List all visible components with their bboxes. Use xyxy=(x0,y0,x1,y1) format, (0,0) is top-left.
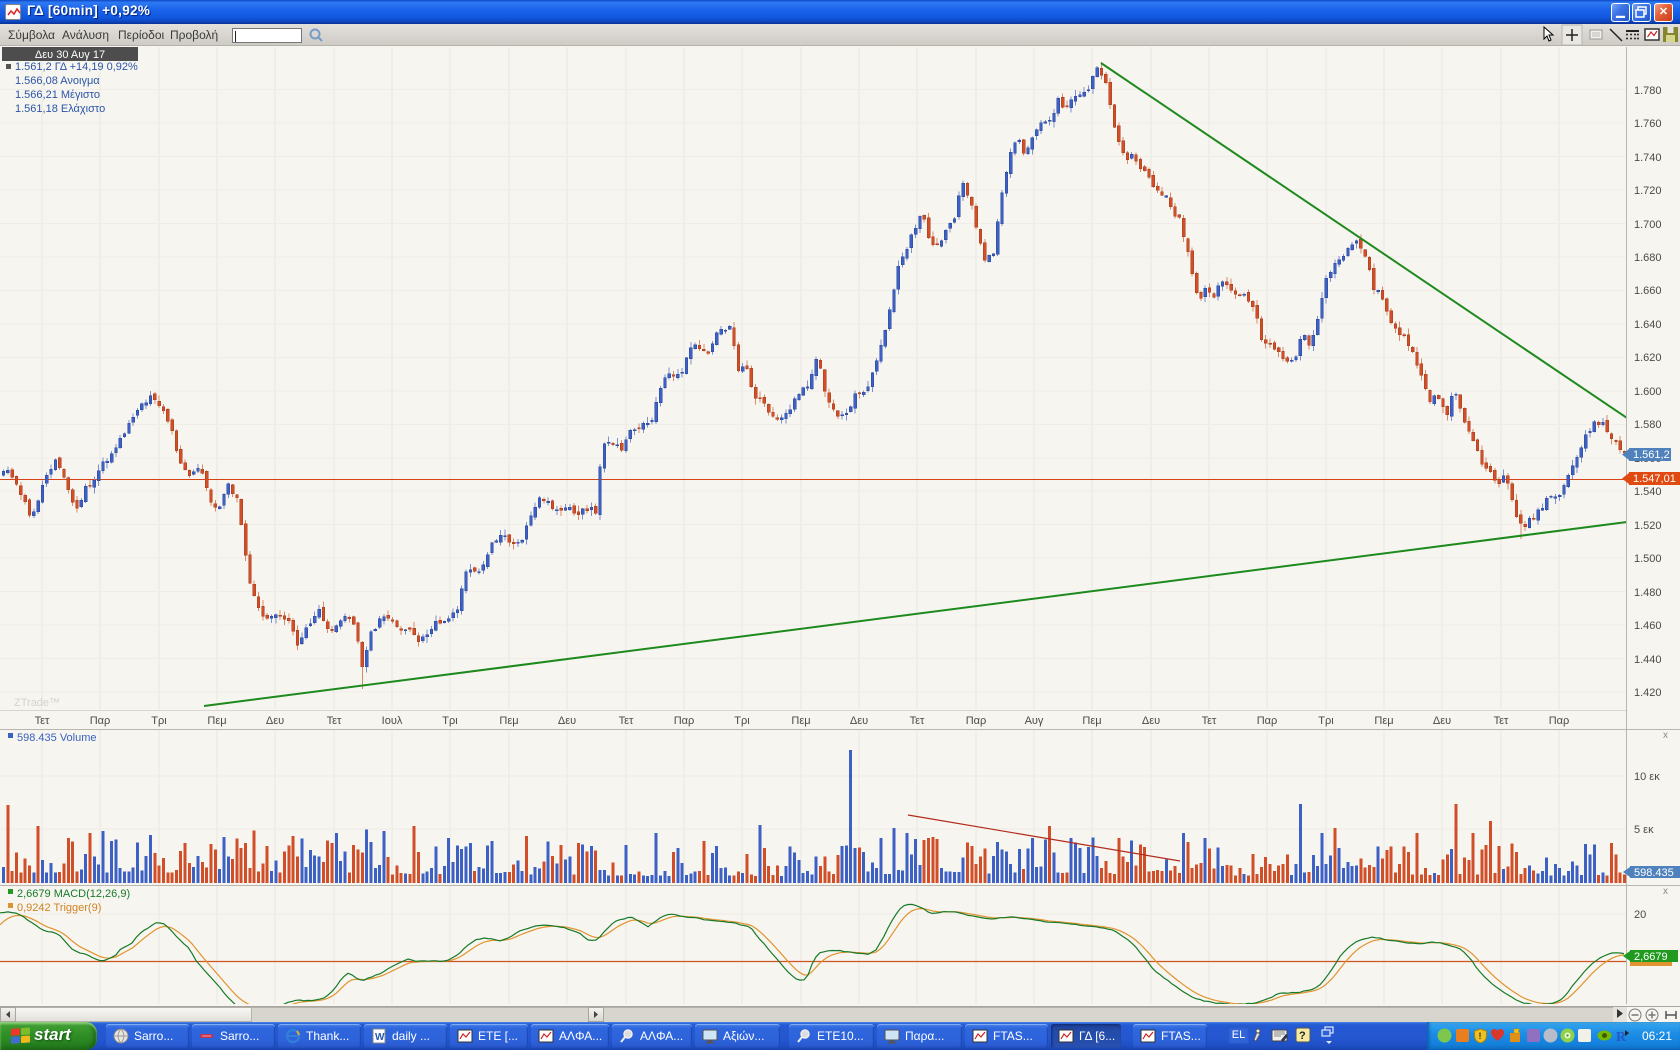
svg-text:Πεμ: Πεμ xyxy=(499,715,518,727)
svg-text:Δευ: Δευ xyxy=(1142,715,1160,727)
svg-text:1.740: 1.740 xyxy=(1634,152,1662,164)
svg-text:Πεμ: Πεμ xyxy=(207,715,226,727)
svg-text:1.547,01: 1.547,01 xyxy=(1633,473,1676,485)
svg-text:W: W xyxy=(375,1032,385,1043)
svg-text:Δευ: Δευ xyxy=(266,715,284,727)
svg-text:1.540: 1.540 xyxy=(1634,486,1662,498)
svg-text:Δευ: Δευ xyxy=(1433,715,1451,727)
svg-text:Τρι: Τρι xyxy=(151,715,167,727)
svg-text:Τετ: Τετ xyxy=(327,715,342,727)
svg-text:Παρ: Παρ xyxy=(90,715,111,727)
svg-text:Τετ: Τετ xyxy=(619,715,634,727)
svg-text:1.561,2: 1.561,2 xyxy=(1633,449,1670,461)
svg-text:ZTrade™: ZTrade™ xyxy=(14,697,60,709)
svg-text:x: x xyxy=(1663,886,1668,897)
svg-text:1.561,18 Ελάχιστο: 1.561,18 Ελάχιστο xyxy=(15,103,105,115)
svg-text:Δευ 30 Αυγ 17: Δευ 30 Αυγ 17 xyxy=(35,49,105,61)
svg-text:1.580: 1.580 xyxy=(1634,419,1662,431)
svg-text:1.660: 1.660 xyxy=(1634,285,1662,297)
svg-text:?: ? xyxy=(1299,1030,1306,1042)
svg-text:1.680: 1.680 xyxy=(1634,252,1662,264)
svg-text:Πεμ: Πεμ xyxy=(1082,715,1101,727)
svg-text:1.640: 1.640 xyxy=(1634,319,1662,331)
svg-text:598.435 Volume: 598.435 Volume xyxy=(17,732,97,744)
svg-text:Τετ: Τετ xyxy=(910,715,925,727)
svg-text:1.700: 1.700 xyxy=(1634,219,1662,231)
svg-text:1.500: 1.500 xyxy=(1634,553,1662,565)
svg-text:1.566,08 Ανοιγμα: 1.566,08 Ανοιγμα xyxy=(15,75,100,87)
svg-text:Δευ: Δευ xyxy=(850,715,868,727)
svg-text:Πεμ: Πεμ xyxy=(1374,715,1393,727)
svg-text:R: R xyxy=(1616,1030,1627,1043)
svg-text:1.420: 1.420 xyxy=(1634,687,1662,699)
svg-text:0,9242 Trigger(9): 0,9242 Trigger(9) xyxy=(17,902,101,914)
svg-text:1.760: 1.760 xyxy=(1634,118,1662,130)
svg-text:1.440: 1.440 xyxy=(1634,654,1662,666)
svg-text:1.566,21 Μέγιστο: 1.566,21 Μέγιστο xyxy=(15,89,100,101)
svg-text:x: x xyxy=(1663,730,1668,741)
svg-text:Δευ: Δευ xyxy=(558,715,576,727)
svg-text:20: 20 xyxy=(1634,909,1646,921)
svg-text:1.780: 1.780 xyxy=(1634,85,1662,97)
svg-text:Τρι: Τρι xyxy=(734,715,750,727)
svg-text:Παρ: Παρ xyxy=(1257,715,1278,727)
svg-text:1.600: 1.600 xyxy=(1634,386,1662,398)
svg-text:Παρ: Παρ xyxy=(1549,715,1570,727)
svg-text:Τετ: Τετ xyxy=(35,715,50,727)
svg-text:Αυγ: Αυγ xyxy=(1025,715,1044,727)
svg-text:1.480: 1.480 xyxy=(1634,587,1662,599)
svg-text:Τετ: Τετ xyxy=(1202,715,1217,727)
svg-text:Τρι: Τρι xyxy=(1318,715,1334,727)
svg-text:!: ! xyxy=(1479,1031,1482,1041)
svg-text:1.720: 1.720 xyxy=(1634,185,1662,197)
svg-text:598.435: 598.435 xyxy=(1634,867,1674,879)
svg-text:1.520: 1.520 xyxy=(1634,520,1662,532)
svg-text:Τετ: Τετ xyxy=(1494,715,1509,727)
svg-text:Πεμ: Πεμ xyxy=(791,715,810,727)
svg-text:Τρι: Τρι xyxy=(442,715,458,727)
svg-text:5 εκ: 5 εκ xyxy=(1634,824,1654,836)
svg-text:2,6679: 2,6679 xyxy=(1634,951,1668,963)
svg-text:Παρ: Παρ xyxy=(966,715,987,727)
svg-text:1.561,2 ΓΔ +14,19 0,92%: 1.561,2 ΓΔ +14,19 0,92% xyxy=(15,61,138,73)
svg-text:Παρ: Παρ xyxy=(674,715,695,727)
svg-text:Ιουλ: Ιουλ xyxy=(382,715,403,727)
svg-text:1.460: 1.460 xyxy=(1634,620,1662,632)
svg-text:1.620: 1.620 xyxy=(1634,352,1662,364)
svg-text:10 εκ: 10 εκ xyxy=(1634,771,1660,783)
svg-text:2,6679 MACD(12,26,9): 2,6679 MACD(12,26,9) xyxy=(17,888,130,900)
